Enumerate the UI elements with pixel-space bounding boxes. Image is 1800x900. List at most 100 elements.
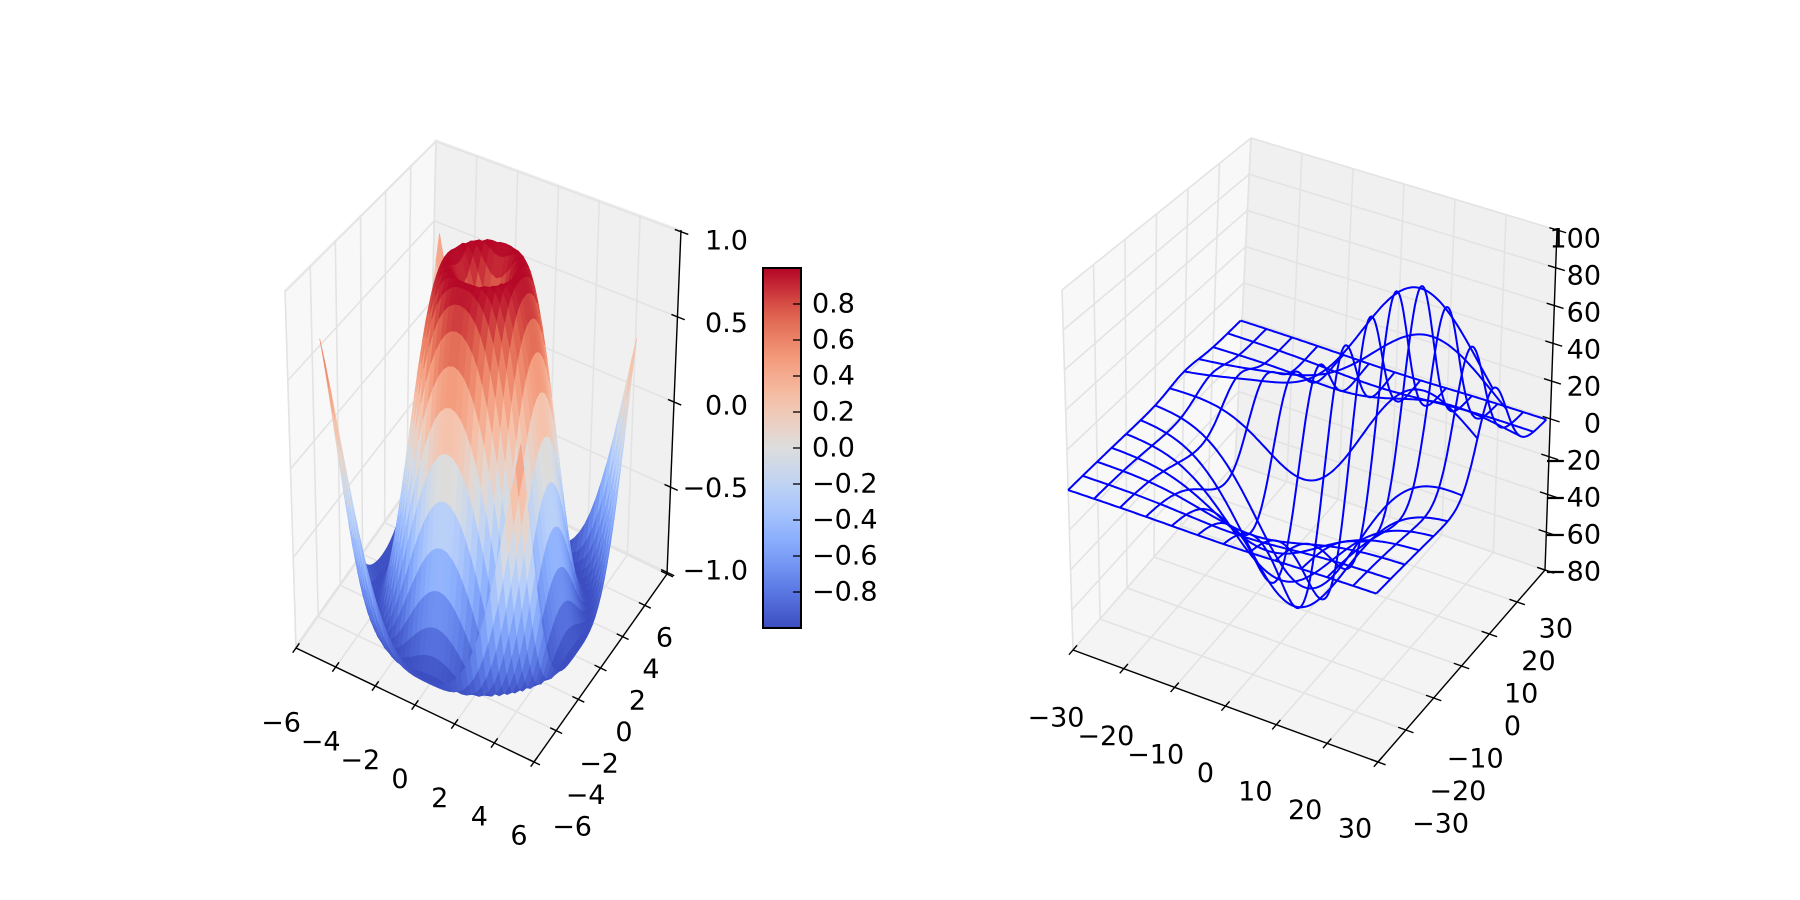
z-tick-mark (667, 398, 682, 406)
y-tick-mark (1481, 630, 1498, 638)
wireframe-row-line (1169, 387, 1479, 482)
x-tick-label: 10 (1238, 777, 1272, 808)
wireframe-row-line (1198, 333, 1508, 410)
surface (319, 233, 638, 697)
gridline (433, 220, 678, 318)
gridline (1243, 282, 1552, 382)
z-tick-label: 1.0 (705, 226, 748, 257)
surface-patch (626, 337, 638, 398)
colorbar-tick-label: 0.2 (812, 397, 855, 428)
y-tick-label: 30 (1539, 614, 1573, 645)
z-tick-label: −40 (1544, 483, 1601, 514)
x-tick-mark (1170, 682, 1180, 693)
x-tick-mark (371, 680, 380, 692)
z-tick-label: 0.5 (705, 308, 748, 339)
gridline (1234, 463, 1546, 571)
gridline (1153, 213, 1158, 558)
z-tick-mark (660, 568, 675, 577)
wireframe-column-line (1375, 386, 1548, 595)
gridline (1389, 183, 1405, 518)
gridline (1153, 556, 1462, 667)
colorbar-tick-label: −0.6 (812, 541, 878, 572)
x-tick-label: 20 (1288, 795, 1322, 826)
surface-patch (477, 288, 487, 312)
gridline (1248, 173, 1556, 269)
gridline (1066, 282, 1245, 451)
colorbar-tick-label: −0.2 (812, 469, 878, 500)
z-tick-label: 20 (1567, 372, 1601, 403)
gridline (1061, 137, 1252, 291)
z-tick-mark (1546, 302, 1564, 310)
x-tick-mark (1068, 644, 1078, 656)
gridline (289, 299, 434, 470)
wireframe-row-line (1184, 286, 1494, 390)
x-tick-mark (490, 737, 499, 749)
x-tick-mark (411, 699, 419, 711)
z-tick-mark (664, 483, 679, 492)
x-tick-label: 2 (431, 783, 448, 814)
z-tick-label: 100 (1549, 224, 1601, 255)
z-tick-mark (1545, 340, 1563, 347)
z-tick-label: 80 (1567, 261, 1601, 292)
y-tick-label: 6 (656, 623, 673, 654)
y-tick-label: 0 (1504, 711, 1521, 742)
gridline (1250, 137, 1558, 231)
gridline (1061, 289, 1074, 651)
surface-patch (319, 338, 330, 389)
colorbar-tick-label: −0.4 (812, 505, 878, 536)
x-tick-mark (331, 661, 340, 673)
colorbar-tick-label: 0.4 (812, 361, 855, 392)
x-tick-mark (292, 642, 300, 654)
x-tick-label: 0 (1197, 758, 1214, 789)
y-tick-label: 4 (642, 654, 659, 685)
x-tick-label: −4 (301, 726, 341, 757)
y-tick-label: −20 (1429, 776, 1486, 807)
gridline (1234, 137, 1252, 465)
x-tick-label: −6 (261, 708, 301, 739)
gridline (284, 141, 437, 293)
wireframe-column-line (1248, 315, 1422, 601)
wireframe-column-line (1326, 306, 1499, 579)
y-tick-label: −2 (579, 749, 619, 780)
z-tick-mark (1549, 227, 1567, 234)
wireframe-row-line (1067, 489, 1377, 595)
x-tick-mark (1322, 738, 1332, 749)
gridline (1247, 209, 1555, 307)
y-tick-mark (594, 664, 607, 672)
gridline (1207, 163, 1221, 496)
y-tick-mark (660, 570, 674, 578)
y-tick-mark (1370, 758, 1386, 766)
y-tick-label: −6 (552, 812, 592, 843)
colorbar: −0.8 −0.6 −0.4 −0.2 0.0 0.2 0.4 0.6 0.8 (762, 267, 878, 629)
gridline (1285, 153, 1303, 482)
colorbar-tick-label: 0.6 (812, 325, 855, 356)
x-tick-label: −30 (1028, 703, 1085, 734)
x-tick-label: 30 (1338, 814, 1372, 845)
gridline (1099, 618, 1407, 731)
x-tick-mark (1220, 700, 1231, 712)
z-tick-label: 0.0 (705, 391, 748, 422)
y-tick-mark (527, 758, 541, 766)
z-tick-mark (1539, 491, 1558, 499)
z-tick-mark (671, 313, 686, 321)
wireframe-column-line (1300, 285, 1473, 570)
colorbar-tick-label: −0.8 (812, 577, 878, 608)
z-tick-mark (674, 228, 689, 236)
z-tick-label: 40 (1567, 335, 1601, 366)
x-tick-label: −2 (340, 745, 380, 776)
wireframe-column-line (1119, 336, 1293, 509)
z-tick-label: −60 (1544, 520, 1601, 551)
gridline (1063, 209, 1248, 371)
y-tick-mark (1509, 598, 1526, 606)
z-tick-mark (1541, 453, 1559, 461)
z-tick-mark (1542, 415, 1560, 423)
gridline (1180, 188, 1189, 527)
x-tick-label: 4 (471, 802, 488, 833)
gridline (1062, 173, 1250, 331)
y-tick-mark (572, 695, 585, 703)
gridline (1065, 246, 1247, 411)
y-tick-label: 0 (615, 717, 632, 748)
z-tick-mark (1547, 264, 1566, 272)
